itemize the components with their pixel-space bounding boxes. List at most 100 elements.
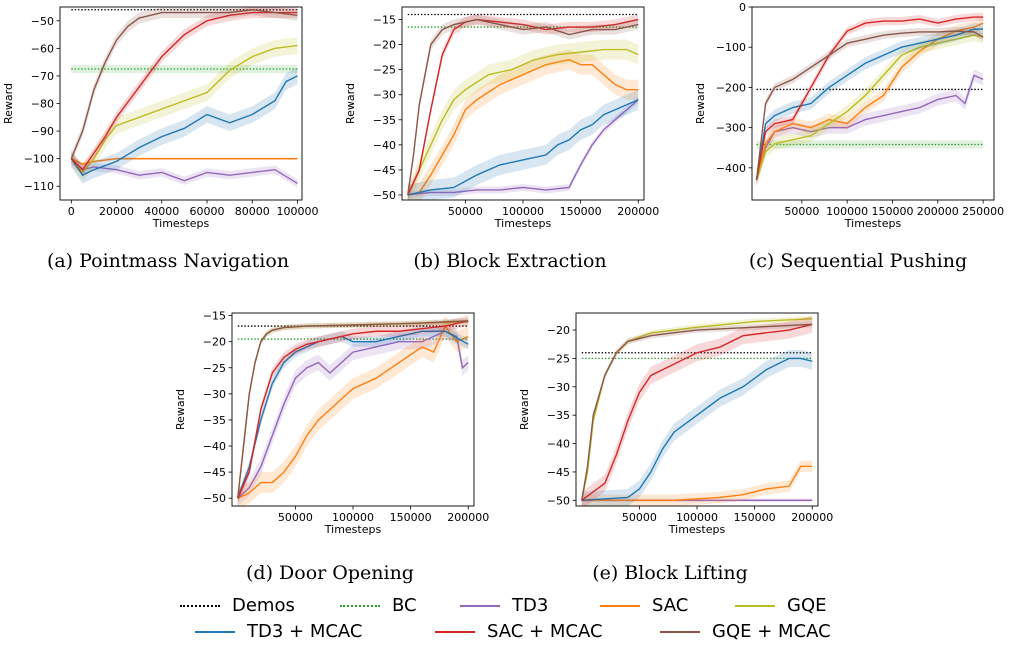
y-tick-label: −40 — [203, 440, 226, 453]
y-tick-label: −35 — [547, 409, 570, 422]
plot-area — [238, 316, 468, 509]
x-axis-label: Timesteps — [324, 523, 382, 536]
y-axis-label: Reward — [694, 83, 707, 124]
x-tick-label: 200000 — [917, 205, 959, 218]
plot-area — [408, 15, 638, 205]
legend-item-bc: BC — [340, 595, 417, 616]
y-tick-label: −110 — [24, 180, 54, 193]
y-tick-label: −300 — [716, 122, 746, 135]
legend-item-gqe: GQE — [735, 595, 827, 616]
y-axis-label: Reward — [174, 389, 187, 430]
legend-label: SAC — [652, 595, 688, 616]
legend-item-demos: Demos — [180, 595, 295, 616]
y-tick-label: −400 — [716, 162, 746, 175]
x-tick-label: 50000 — [278, 511, 313, 524]
x-tick-label: 50000 — [448, 205, 483, 218]
y-tick-label: −60 — [31, 42, 54, 55]
legend-swatch — [735, 605, 775, 607]
legend-label: SAC + MCAC — [487, 621, 603, 642]
x-tick-label: 250000 — [962, 205, 1004, 218]
legend-item-sac: SAC — [600, 595, 688, 616]
y-tick-label: −20 — [547, 324, 570, 337]
legend-swatch — [340, 605, 380, 607]
y-tick-label: −30 — [203, 388, 226, 401]
x-axis-label: Timesteps — [668, 523, 726, 536]
y-tick-label: −30 — [547, 381, 570, 394]
x-tick-label: 80000 — [235, 205, 270, 218]
legend-swatch — [460, 605, 500, 607]
band-sac-mcac — [71, 7, 297, 175]
y-tick-label: −50 — [31, 15, 54, 28]
y-tick-label: −90 — [31, 125, 54, 138]
chart-panel-4: 50000 100000 150000 200000−50−45−40−35−30−2… — [232, 313, 474, 506]
legend-label: GQE + MCAC — [712, 621, 831, 642]
caption-d: (d) Door Opening — [200, 562, 460, 584]
y-tick-label: −50 — [547, 494, 570, 507]
legend-swatch — [180, 605, 220, 607]
legend-item-td3-mcac: TD3 + MCAC — [195, 621, 363, 642]
legend-label: TD3 — [512, 595, 548, 616]
caption-e: (e) Block Lifting — [540, 562, 800, 584]
y-tick-label: −35 — [203, 414, 226, 427]
x-tick-label: 0 — [68, 205, 75, 218]
caption-c: (c) Sequential Pushing — [728, 250, 988, 272]
y-tick-label: 0 — [739, 1, 746, 14]
legend-item-gqe-mcac: GQE + MCAC — [660, 621, 831, 642]
legend-label: BC — [392, 595, 417, 616]
y-tick-label: −20 — [203, 336, 226, 349]
legend-item-sac-mcac: SAC + MCAC — [435, 621, 603, 642]
chart-panel-1: 0 20000 40000 60000 80000 100000 −110 −100 −90 −8… — [60, 7, 302, 200]
y-axis-label: Reward — [518, 389, 531, 430]
x-tick-label: 150000 — [734, 511, 776, 524]
series-td3-mcac — [582, 358, 812, 500]
y-tick-label: −40 — [547, 438, 570, 451]
y-tick-label: −50 — [203, 492, 226, 505]
caption-b: (b) Block Extraction — [380, 250, 640, 272]
legend-label: GQE — [787, 595, 827, 616]
y-tick-label: −25 — [373, 64, 396, 77]
y-tick-label: −20 — [373, 39, 396, 52]
x-tick-label: 50000 — [622, 511, 657, 524]
caption-a: (a) Pointmass Navigation — [38, 250, 298, 272]
y-tick-label: −100 — [716, 41, 746, 54]
plot-area — [757, 13, 984, 186]
x-tick-label: 200000 — [617, 205, 659, 218]
y-tick-label: −45 — [203, 466, 226, 479]
x-axis-label: Timesteps — [494, 217, 552, 230]
legend-label: TD3 + MCAC — [247, 621, 363, 642]
legend-swatch — [195, 631, 235, 633]
y-tick-label: −15 — [203, 310, 226, 323]
y-axis-label: Reward — [344, 83, 357, 124]
x-axis-label: Timesteps — [152, 217, 210, 230]
legend-swatch — [660, 631, 700, 633]
y-tick-label: −50 — [373, 189, 396, 202]
y-tick-label: −25 — [203, 362, 226, 375]
x-tick-label: 200000 — [791, 511, 833, 524]
legend-swatch — [600, 605, 640, 607]
x-tick-label: 50000 — [784, 205, 819, 218]
y-tick-label: −80 — [31, 98, 54, 111]
chart-panel-2: 50000 100000 150000 200000−50−45−40−35−30−2… — [402, 7, 644, 200]
chart-panel-5: 50000 100000 150000 200000 −50 −45 −40 −35 −30 −2… — [576, 313, 818, 506]
y-tick-label: −45 — [547, 466, 570, 479]
y-tick-label: −200 — [716, 81, 746, 94]
legend-label: Demos — [232, 595, 295, 616]
legend-item-td3: TD3 — [460, 595, 548, 616]
x-tick-label: 150000 — [560, 205, 602, 218]
x-tick-label: 100000 — [276, 205, 318, 218]
x-tick-label: 20000 — [99, 205, 134, 218]
plot-area — [582, 316, 812, 509]
y-tick-label: −45 — [373, 164, 396, 177]
y-tick-label: −30 — [373, 89, 396, 102]
y-tick-label: −70 — [31, 70, 54, 83]
legend: Demos BC TD3 SAC GQE TD3 + MCAC SAC + MCAC GQE … — [150, 595, 870, 647]
x-tick-label: 200000 — [447, 511, 489, 524]
y-axis-label: Reward — [2, 83, 15, 124]
chart-panel-3: 50000 100000 150000 200000 250000−400−300−20… — [752, 7, 994, 200]
y-tick-label: −25 — [547, 352, 570, 365]
y-tick-label: −15 — [373, 14, 396, 27]
y-tick-label: −100 — [24, 153, 54, 166]
legend-swatch — [435, 631, 475, 633]
plot-area — [71, 4, 297, 187]
y-tick-label: −35 — [373, 114, 396, 127]
